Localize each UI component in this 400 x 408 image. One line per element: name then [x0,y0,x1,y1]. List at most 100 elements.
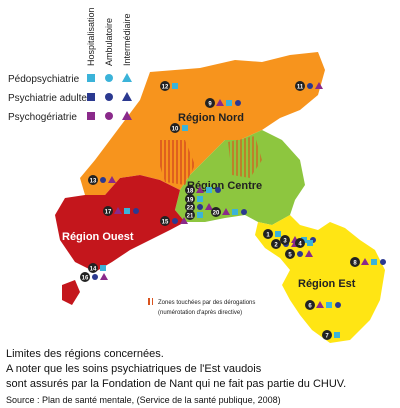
icon-circle [100,177,106,183]
icon-square [307,240,313,246]
marker-number: 9 [208,102,212,108]
icon-triangle [108,176,116,183]
icon-square [100,265,106,271]
legend-column: Hospitalisation [86,7,96,66]
note-swatch [146,298,153,305]
marker-dot [322,330,332,340]
icon-triangle [316,301,324,308]
icon-triangle [180,217,188,224]
source: Source : Plan de santé mentale, (Service… [6,395,281,405]
icon-circle [172,218,178,224]
region-nord [80,52,325,195]
region-ouest [55,175,185,272]
marker-dot [185,185,195,195]
marker-dot [160,81,170,91]
marker-number: 1 [266,233,270,239]
caption-line: A noter que les soins psychiatriques de … [6,363,262,375]
icon-circle [335,302,341,308]
icon-circle [235,100,241,106]
marker-number: 11 [297,85,304,91]
marker-number: 18 [187,189,194,195]
icon-circle [215,187,221,193]
icon-square [206,187,212,193]
marker-dot [280,235,290,245]
marker-number: 21 [187,214,194,220]
icon-square [371,259,377,265]
marker-dot [80,272,90,282]
marker-dot [285,249,295,259]
icon-circle [241,209,247,215]
icon-triangle [216,99,224,106]
icon-triangle [315,82,323,89]
icon-square [226,100,232,106]
marker-number: 2 [274,243,278,249]
marker-dot [170,123,180,133]
region-label: Région Ouest [62,231,134,243]
icon-square [197,196,203,202]
caption-line: Limites des régions concernées. [6,348,164,360]
marker-dot [295,81,305,91]
icon-triangle [122,73,132,82]
marker-dot [205,98,215,108]
note-title: Zones touchées par des dérogations [158,300,255,306]
hatched-zone [158,140,195,185]
icon-circle [380,259,386,265]
marker-number: 13 [90,179,97,185]
marker-dot [211,207,221,217]
marker-dot [305,300,315,310]
icon-circle [133,208,139,214]
icon-square [124,208,130,214]
legend-column: Intermédiaire [122,13,132,66]
legend-icons [87,73,132,120]
icon-triangle [114,207,122,214]
legend-row: Psychiatrie adulte [8,93,87,104]
icon-triangle [205,203,213,210]
marker-dot [350,257,360,267]
icon-triangle [305,250,313,257]
icon-square [232,209,238,215]
icon-triangle [196,186,204,193]
marker-number: 6 [308,304,312,310]
marker-number: 3 [283,239,287,245]
marker-number: 16 [82,276,89,282]
icon-circle [307,83,313,89]
legend-column: Ambulatoire [104,18,114,66]
marker-dot [160,216,170,226]
marker-number: 4 [298,242,302,248]
marker-dot [88,263,98,273]
icon-triangle [122,111,132,120]
marker-number: 5 [288,253,292,259]
marker-number: 19 [187,198,194,204]
region-label: Région Est [298,278,356,290]
legend-row: Pédopsychiatrie [8,74,80,85]
region-label: Région Centre [187,180,262,192]
marker-number: 12 [162,85,169,91]
region-ouest-enclave [62,280,80,305]
marker-number: 7 [325,334,329,340]
marker-dot [185,210,195,220]
marker-dot [185,202,195,212]
region-label: Région Nord [178,112,244,124]
icon-square [87,93,95,101]
icon-circle [92,274,98,280]
marker-dot [295,238,305,248]
icon-square [326,302,332,308]
icon-square [197,212,203,218]
marker-number: 22 [187,206,194,212]
hatched-zone [228,136,262,178]
icon-circle [105,74,113,82]
icon-triangle [361,258,369,265]
marker-number: 17 [105,210,112,216]
marker-dot [185,194,195,204]
icon-square [87,112,95,120]
icon-circle [297,251,303,257]
marker-dot [271,239,281,249]
icon-circle [105,93,113,101]
icon-circle [105,112,113,120]
note-subtitle: (numérotation d'après directive) [158,310,242,316]
region-est [255,215,385,343]
legend-row: Psychogériatrie [8,112,77,123]
marker-dot [88,175,98,185]
